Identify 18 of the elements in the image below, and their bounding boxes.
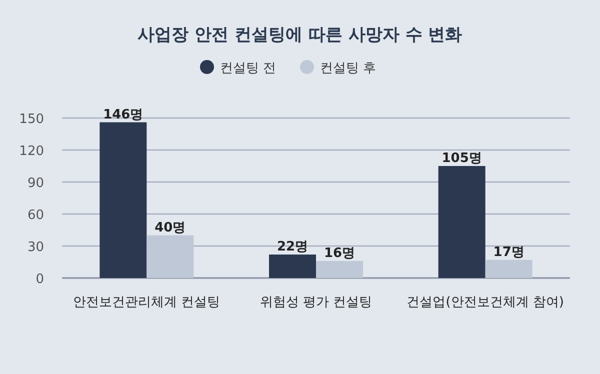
y-tick-label: 0	[36, 272, 44, 287]
x-tick-label: 안전보건관리체계 컨설팅	[73, 295, 220, 310]
x-tick-label: 건설업(안전보건체계 참여)	[406, 295, 564, 310]
legend-label: 컨설팅 전	[220, 61, 276, 76]
y-tick-label: 150	[19, 112, 44, 127]
data-label: 105명	[442, 151, 482, 166]
legend-label: 컨설팅 후	[320, 61, 376, 76]
data-label: 16명	[324, 246, 356, 261]
x-tick-label: 위험성 평가 컨설팅	[260, 295, 372, 310]
y-tick-label: 90	[27, 176, 44, 191]
y-tick-label: 60	[27, 208, 44, 223]
y-tick-label: 120	[19, 144, 44, 159]
y-tick-label: 30	[27, 240, 44, 255]
title: 사업장 안전 컨설팅에 따른 사망자 수 변화	[138, 25, 462, 45]
data-label: 22명	[276, 240, 308, 255]
data-label: 17명	[493, 244, 524, 260]
data-label: 40명	[154, 220, 186, 236]
data-label: 146명	[103, 107, 144, 122]
